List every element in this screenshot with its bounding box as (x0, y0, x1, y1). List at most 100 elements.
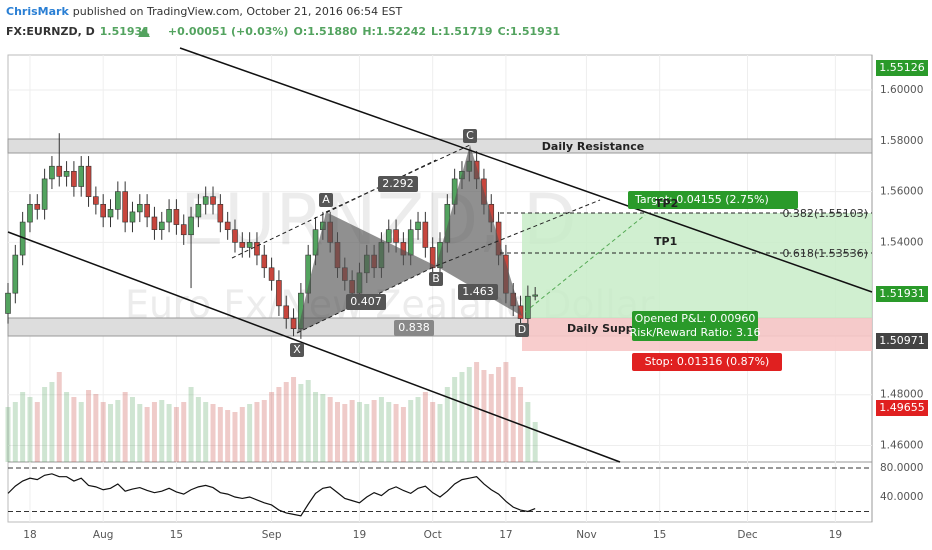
ratio: 2.292 (382, 177, 414, 190)
target-label: Target: 0.04155 (2.75%) (634, 193, 769, 206)
volume-bar (261, 400, 267, 462)
x-tick-label: Oct (424, 529, 442, 541)
target-box (628, 191, 798, 209)
volume-bar (298, 384, 304, 462)
candle-body (78, 165, 85, 187)
y-tick-label: 40.0000 (880, 491, 923, 503)
candle-body (56, 165, 63, 177)
y-tick-label: 1.48000 (880, 389, 923, 401)
dash-line (231, 159, 437, 259)
volume-bar (474, 362, 480, 462)
y-tick-label: 1.56000 (880, 186, 923, 198)
candle-body (312, 229, 319, 256)
candle-body (415, 221, 421, 230)
x-tick-label: 19 (353, 529, 366, 541)
volume-bar (20, 392, 26, 462)
price-tag: 1.50971 (879, 334, 925, 347)
pnl-label: Opened P&L: 0.00960 (635, 312, 756, 325)
volume-bar (93, 394, 99, 462)
y-tick-label: 1.46000 (880, 439, 923, 451)
pattern-xab (297, 212, 436, 333)
resistance-label: Daily Resistance (542, 140, 644, 153)
volume-bar (371, 400, 377, 462)
volume-bar (459, 372, 465, 462)
volume-bar (349, 400, 355, 462)
tp1-label: TP1 (654, 235, 677, 248)
volume-bar (210, 404, 216, 462)
point-c: C (466, 129, 474, 142)
volume-bar (496, 367, 502, 462)
quote-line: FX:EURNZD, D 1.51931 +0.00051 (+0.03%) O:1.… (6, 25, 560, 38)
channel-upper (179, 47, 873, 293)
candle-body (202, 196, 209, 205)
pnl-box (632, 311, 758, 341)
rsi-line (7, 473, 536, 517)
volume (5, 362, 538, 462)
candle-body (532, 294, 538, 297)
volume-bar (203, 402, 209, 462)
volume-bar (122, 392, 128, 462)
fib-382-label: 0.382(1.55103) (782, 207, 868, 220)
volume-bar (166, 404, 172, 462)
support-label: Daily Support (567, 322, 652, 335)
volume-bar (108, 404, 114, 462)
candle-body (224, 221, 231, 230)
stop-box (632, 353, 782, 371)
volume-bar (115, 400, 121, 462)
low: L:1.51719 (431, 25, 493, 38)
close: C:1.51931 (498, 25, 561, 38)
fib-618-label: 0.618(1.53536) (782, 247, 868, 260)
x-tick-label: Nov (576, 529, 597, 541)
volume-bar (342, 404, 348, 462)
volume-bar (239, 407, 245, 462)
candle-body (63, 170, 70, 177)
volume-bar (430, 402, 436, 462)
price-tag: 1.49655 (879, 401, 925, 414)
candle-body (166, 209, 172, 223)
volume-bar (56, 372, 62, 462)
published: published on TradingView.com, October 21… (73, 5, 403, 18)
volume-bar (444, 387, 450, 462)
volume-bar (12, 402, 18, 462)
candle-body (151, 216, 158, 230)
volume-bar (86, 390, 92, 462)
candle-body (283, 305, 290, 319)
point-a: A (322, 193, 330, 206)
candle-body (210, 196, 216, 205)
publisher[interactable]: ChrisMark (6, 5, 69, 18)
volume-bar (488, 374, 494, 462)
rsi-pane: 80.0000 40.0000 (7, 462, 923, 517)
point-b: B (432, 272, 440, 285)
stop-label: Stop: 0.01316 (0.87%) (645, 355, 770, 368)
volume-bar (232, 412, 238, 462)
price-tags: 1.55126 1.51931 1.50971 1.49655 (876, 60, 928, 416)
volume-bar (100, 402, 106, 462)
candle-body (27, 203, 33, 223)
tp2-label: TP2 (655, 197, 678, 210)
resistance-zone (7, 138, 873, 154)
volume-bar (159, 400, 165, 462)
volume-bar (320, 394, 326, 462)
volume-bar (452, 377, 458, 462)
point-d: D (518, 323, 526, 336)
volume-bar (437, 404, 443, 462)
candle-body (422, 221, 429, 248)
volume-bar (334, 402, 340, 462)
y-tick-label: 1.58000 (880, 135, 923, 147)
volume-bar (269, 392, 275, 462)
volume-bar (151, 402, 157, 462)
candle-body (129, 211, 136, 223)
candle-body (173, 209, 180, 225)
x-tick-label: 17 (499, 529, 512, 541)
rr-label: Risk/Reward Ratio: 3.16 (630, 326, 761, 339)
volume-bar (129, 397, 135, 462)
volume-bar (378, 397, 384, 462)
volume-bar (415, 397, 421, 462)
volume-bar (525, 402, 531, 462)
candle-body (100, 203, 106, 218)
volume-bar (532, 422, 538, 462)
ratio: 0.838 (398, 321, 430, 334)
candle-body (290, 318, 297, 330)
pattern-bcd (436, 145, 522, 316)
